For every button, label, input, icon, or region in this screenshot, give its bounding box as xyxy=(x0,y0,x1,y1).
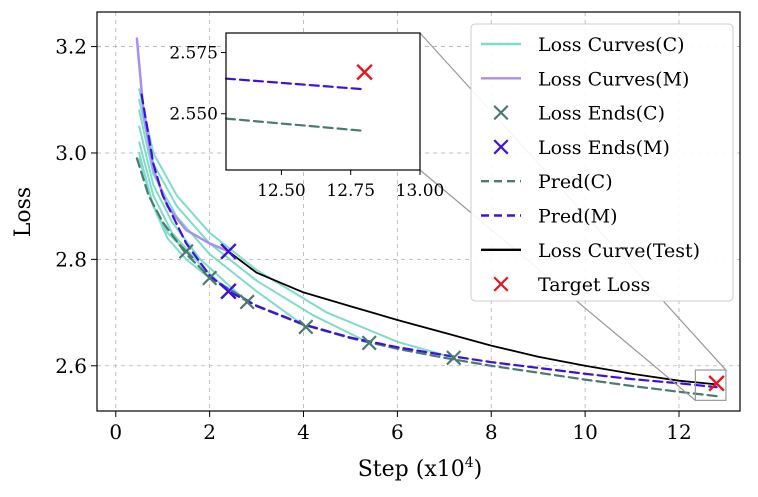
y-tick-label: 2.6 xyxy=(55,354,87,378)
axis-ticks: 0 2 4 6 8 10 12 2.6 2.8 3.0 3.2 xyxy=(55,35,692,444)
legend-entry: Loss Ends(M) xyxy=(493,137,670,159)
legend-label: Loss Ends(C) xyxy=(538,103,665,125)
inset-ticks: 12.50 12.75 13.00 2.550 2.575 xyxy=(169,44,444,201)
y-tick-label: 2.8 xyxy=(55,247,87,271)
loss-curve-c xyxy=(138,141,230,293)
x-tick-label: 10 xyxy=(572,420,597,444)
pred-m-line xyxy=(140,93,718,389)
x-tick-label: 6 xyxy=(391,420,404,444)
legend-label: Pred(M) xyxy=(538,206,618,228)
legend-entry: Pred(C) xyxy=(481,171,613,193)
legend-entry: Target Loss xyxy=(493,274,650,296)
plot-frame xyxy=(96,11,741,412)
legend-label: Loss Curve(Test) xyxy=(538,240,700,262)
inset-series xyxy=(224,63,373,132)
x-tick-label: 12 xyxy=(666,420,691,444)
legend-entry: Loss Ends(C) xyxy=(493,103,665,125)
loss-curve-c xyxy=(138,152,211,279)
loss-curve-test xyxy=(227,250,718,386)
x-tick-label: 0 xyxy=(109,420,122,444)
legend: Loss Curves(C) Loss Curves(M) Loss Ends(C)… xyxy=(470,23,734,302)
inset-target-loss-marker xyxy=(356,63,373,81)
pred-c-line xyxy=(135,157,718,398)
x-axis-label-close: ) xyxy=(474,457,483,482)
inset-pred-c-line xyxy=(224,117,366,132)
legend-marker xyxy=(493,139,509,155)
main-series xyxy=(135,37,725,398)
y-axis-label: Loss xyxy=(11,187,36,237)
legend-entry: Loss Curves(M) xyxy=(481,68,689,90)
legend-label: Pred(C) xyxy=(538,171,613,193)
loss-curve-c xyxy=(138,88,455,359)
inset-x-tick-label: 12.75 xyxy=(326,181,375,201)
inset-y-tick-label: 2.575 xyxy=(169,44,218,64)
inset-x-tick-label: 12.50 xyxy=(257,181,306,201)
loss-curve-c xyxy=(138,125,249,303)
legend-label: Loss Curves(C) xyxy=(538,34,685,56)
inset-plot: 12.50 12.75 13.00 2.550 2.575 xyxy=(169,32,444,201)
legend-label: Loss Curves(M) xyxy=(538,68,689,90)
legend-marker xyxy=(493,105,509,121)
legend-label: Loss Ends(M) xyxy=(538,137,670,159)
loss-end-m-marker xyxy=(220,283,237,300)
loss-end-c-marker xyxy=(446,350,462,366)
x-axis-label-exponent: 4 xyxy=(465,455,474,471)
legend-marker xyxy=(493,276,509,292)
loss-end-c-marker xyxy=(239,294,255,310)
zoom-box xyxy=(694,369,727,401)
y-tick-label: 3.0 xyxy=(55,141,87,165)
inset-frame xyxy=(225,32,421,171)
x-tick-label: 2 xyxy=(203,420,216,444)
x-tick-label: 4 xyxy=(297,420,310,444)
legend-label: Target Loss xyxy=(538,274,650,296)
inset-background xyxy=(226,33,420,170)
loss-end-c-marker xyxy=(361,335,377,351)
inset-y-tick-label: 2.550 xyxy=(169,105,218,125)
inset-x-tick-label: 13.00 xyxy=(396,181,445,201)
loss-end-c-marker xyxy=(178,243,194,259)
legend-entry: Loss Curve(Test) xyxy=(481,240,700,262)
loss-end-m-marker xyxy=(220,243,237,260)
loss-end-c-marker xyxy=(298,319,314,335)
loss-end-c-marker xyxy=(202,270,218,286)
legend-entry: Loss Curves(C) xyxy=(481,34,685,56)
y-tick-label: 3.2 xyxy=(55,35,87,59)
target-loss-marker xyxy=(708,375,725,392)
inset-pred-m-line xyxy=(224,77,366,91)
legend-box xyxy=(470,23,734,302)
legend-entry: Pred(M) xyxy=(481,206,618,228)
x-axis-label: Step (x104) xyxy=(358,455,483,482)
x-tick-label: 8 xyxy=(485,420,498,444)
